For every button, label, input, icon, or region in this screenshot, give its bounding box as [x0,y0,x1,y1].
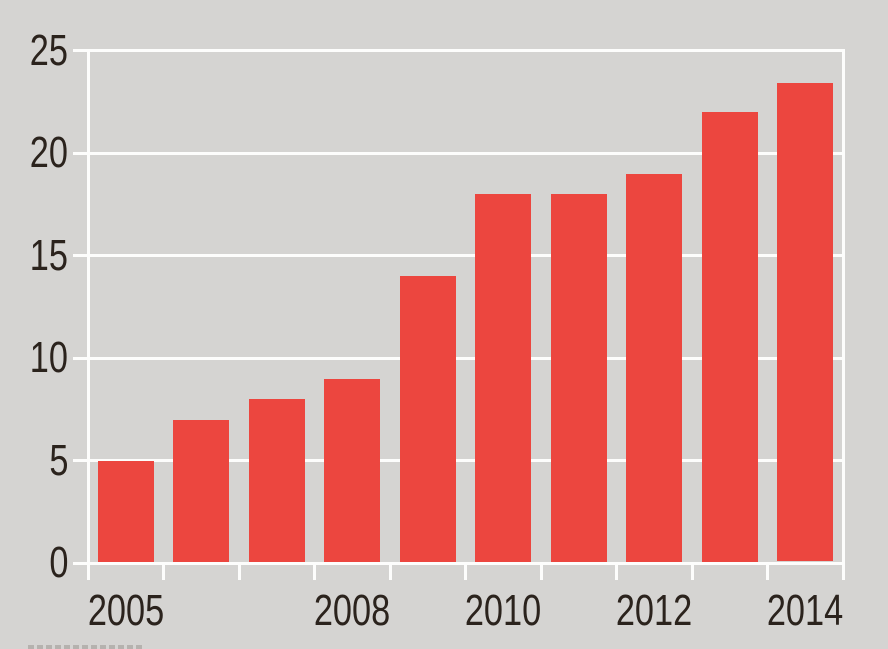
gridline-y-15 [73,254,845,257]
x-axis-tick [313,563,316,580]
x-tick-label: 2012 [616,586,693,635]
gridline-y-5 [73,459,845,462]
x-axis-tick [237,563,241,580]
y-tick-label: 0 [48,538,68,587]
y-tick-label: 10 [29,333,68,382]
gridline-y-10 [73,356,845,360]
bar-2009 [399,276,456,562]
bar-2006 [173,419,230,562]
y-tick-label: 5 [48,435,68,485]
gridline-y-25 [73,49,845,52]
x-axis-tick [86,563,90,580]
x-axis-tick [539,563,543,580]
right-frame-line [841,49,845,565]
bar-2007 [248,399,305,562]
cutoff-text-artifact [28,645,144,649]
y-tick-label: 25 [29,25,68,75]
x-axis-tick [841,563,845,580]
bar-2012 [626,173,683,562]
bar-2008 [324,378,381,562]
bar-2010 [475,194,532,562]
x-axis-tick [464,563,467,580]
gridline-y-0 [73,561,845,565]
x-axis-tick [766,563,769,580]
x-axis-tick [388,563,392,580]
gridline-y-20 [73,151,845,155]
x-tick-label: 2014 [767,586,844,635]
bar-2014 [777,83,834,562]
x-tick-label: 2010 [465,586,542,635]
bar-2005 [97,460,154,562]
y-tick-label: 20 [29,128,68,177]
x-axis-tick [690,563,694,580]
bar-2013 [701,112,758,562]
y-tick-label: 15 [29,230,68,280]
y-axis-line [86,49,90,565]
x-axis-tick [615,563,618,580]
x-tick-label: 2008 [314,586,391,635]
x-axis-tick [162,563,165,580]
x-tick-label: 2005 [87,586,164,635]
bar-2011 [550,194,607,562]
